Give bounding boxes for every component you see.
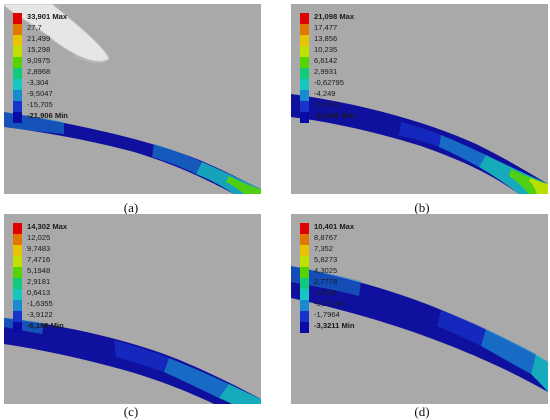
legend-swatch: [13, 46, 22, 57]
legend-swatch: [300, 278, 309, 289]
legend-swatch: [300, 90, 309, 101]
legend-value: -15,705: [27, 100, 53, 109]
legend-value: -3,304: [27, 78, 49, 87]
legend-value: -7,8701: [314, 100, 340, 109]
legend-swatch: [13, 234, 22, 245]
legend-swatch: [300, 112, 309, 123]
legend-value: 13,856: [314, 34, 338, 43]
legend-swatch: [13, 245, 22, 256]
legend-swatch: [13, 35, 22, 46]
legend-value: 17,477: [314, 23, 338, 32]
legend-swatch: [300, 245, 309, 256]
legend-min-label: -3,3211 Min: [314, 321, 355, 330]
legend-swatch: [13, 267, 22, 278]
legend-swatch: [300, 311, 309, 322]
legend-value: 9,7483: [27, 244, 51, 253]
panel-c: 14,302 Max 12,025 9,7483 7,4716 5,1948 2…: [4, 214, 261, 404]
legend-value: 2,9181: [27, 277, 51, 286]
legend-max-label: 10,401 Max: [314, 222, 355, 231]
legend-swatch: [13, 322, 22, 333]
legend-min-label: -21,906 Min: [27, 111, 68, 120]
legend-swatch: [300, 267, 309, 278]
legend-swatch: [300, 35, 309, 46]
legend-swatch: [13, 13, 22, 24]
legend-swatch: [300, 24, 309, 35]
legend-swatch: [300, 57, 309, 68]
legend-max-label: 14,302 Max: [27, 222, 68, 231]
legend-value: -1,6355: [27, 299, 53, 308]
legend-swatch: [300, 79, 309, 90]
caption-b: (b): [414, 200, 430, 215]
legend-value: -0,62795: [314, 78, 344, 87]
legend-max-label: 21,098 Max: [314, 12, 355, 21]
legend-swatch: [13, 278, 22, 289]
panel-a: 33,901 Max 27,7 21,499 15,298 9,0975 2,8…: [4, 4, 261, 194]
legend-value: 0,6413: [27, 288, 51, 297]
legend-value: 9,0975: [27, 56, 51, 65]
panel-b: 21,098 Max 17,477 13,856 10,235 6,6142 2…: [291, 4, 548, 194]
legend-swatch: [13, 300, 22, 311]
legend-swatch: [13, 57, 22, 68]
legend-min-label: -11,491 Min: [314, 111, 355, 120]
legend-swatch: [300, 13, 309, 24]
fea-view-a: [4, 4, 261, 194]
legend-value: 2,8968: [27, 67, 51, 76]
ring-band: [291, 266, 548, 392]
legend-swatch: [300, 322, 309, 333]
legend-swatch: [300, 68, 309, 79]
legend-swatch: [13, 79, 22, 90]
legend-swatch: [13, 311, 22, 322]
legend-value: -0,27163: [314, 299, 344, 308]
legend-max-label: 33,901 Max: [27, 12, 68, 21]
panel-d: 10,401 Max 8,8767 7,352 5,8273 4,3025 2,…: [291, 214, 548, 404]
legend-value: 5,8273: [314, 255, 338, 264]
caption-a: (a): [123, 200, 139, 215]
caption-c: (c): [123, 404, 139, 419]
legend-value: 2,7778: [314, 277, 338, 286]
legend-value: 1,2531: [314, 288, 338, 297]
legend-value: 6,6142: [314, 56, 338, 65]
legend-swatch: [300, 289, 309, 300]
legend-value: 15,298: [27, 45, 51, 54]
legend-value: 8,8767: [314, 233, 338, 242]
fea-view-c: [4, 318, 261, 404]
legend-value: -1,7964: [314, 310, 340, 319]
legend-value: 27,7: [27, 23, 42, 32]
legend-value: 2,9931: [314, 67, 338, 76]
legend-swatch: [300, 300, 309, 311]
legend-swatch: [13, 101, 22, 112]
legend-swatch: [13, 24, 22, 35]
legend-swatch: [300, 223, 309, 234]
legend-swatch: [13, 68, 22, 79]
legend-value: 4,3025: [314, 266, 338, 275]
legend-value: 12,025: [27, 233, 51, 242]
legend-value: 10,235: [314, 45, 338, 54]
tool-surface: [4, 4, 110, 62]
caption-d: (d): [414, 404, 430, 419]
legend-value: -4,249: [314, 89, 336, 98]
legend-value: 7,352: [314, 244, 334, 253]
legend-swatch: [13, 289, 22, 300]
legend-min-label: -6,189 Min: [27, 321, 64, 330]
legend-value: -3,9122: [27, 310, 53, 319]
legend-value: 5,1948: [27, 266, 51, 275]
legend-swatch: [300, 256, 309, 267]
legend-value: 21,499: [27, 34, 51, 43]
legend-swatch: [13, 223, 22, 234]
legend-value: 7,4716: [27, 255, 51, 264]
legend-swatch: [300, 46, 309, 57]
fea-view-d: [291, 266, 548, 392]
legend-swatch: [13, 90, 22, 101]
fea-view-b: [291, 94, 548, 194]
legend-swatch: [300, 234, 309, 245]
legend-swatch: [300, 101, 309, 112]
legend-swatch: [13, 112, 22, 123]
legend-value: -9,5047: [27, 89, 53, 98]
legend-swatch: [13, 256, 22, 267]
